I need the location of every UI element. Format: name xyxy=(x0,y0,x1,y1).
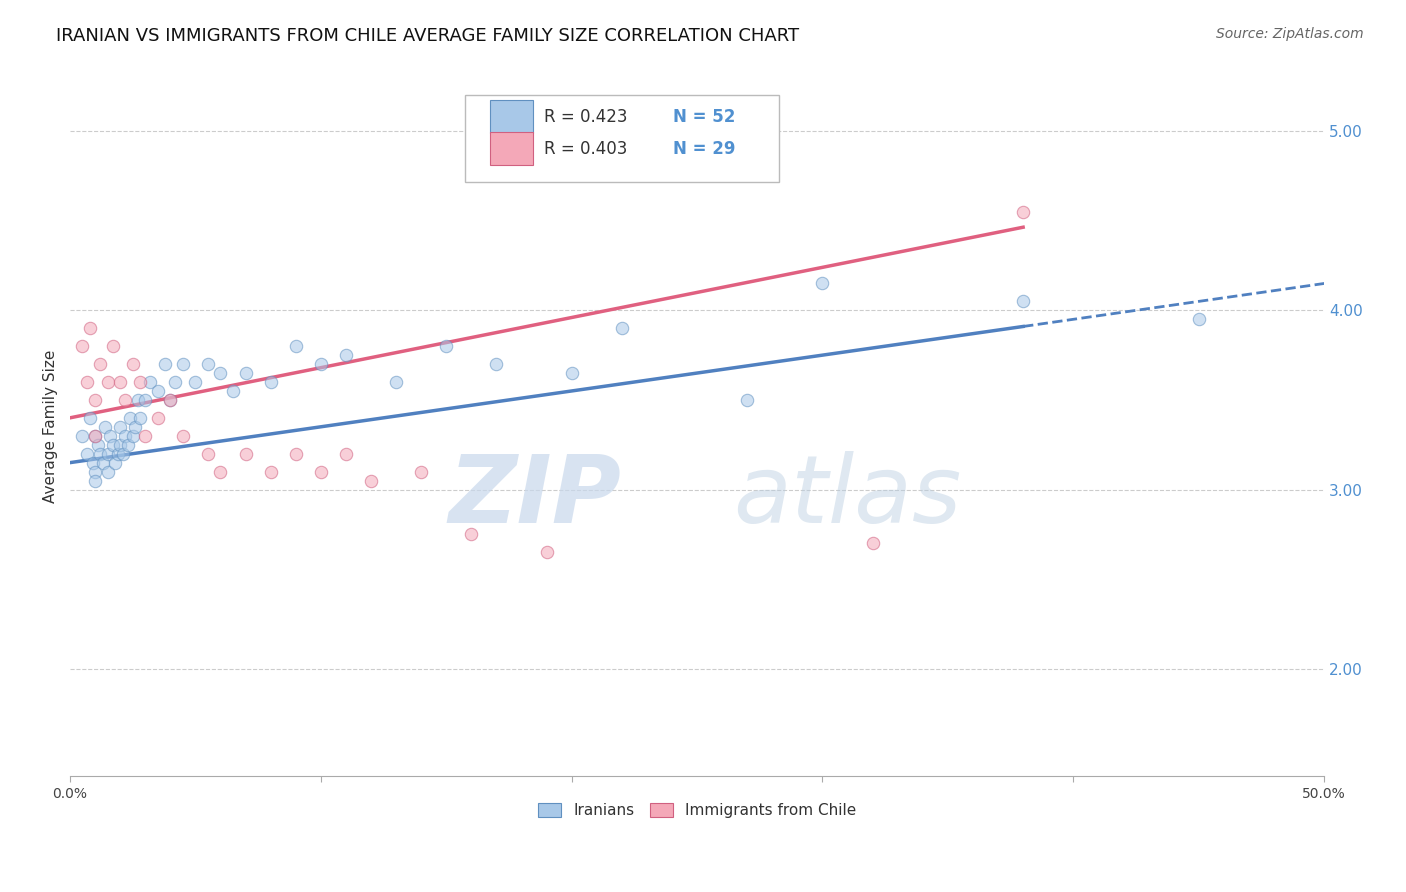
Point xyxy=(165,375,187,389)
Point xyxy=(114,429,136,443)
Point xyxy=(1012,294,1035,309)
Text: Source: ZipAtlas.com: Source: ZipAtlas.com xyxy=(1216,27,1364,41)
Point xyxy=(101,339,124,353)
Point xyxy=(108,375,131,389)
Point xyxy=(79,321,101,335)
Point xyxy=(86,438,108,452)
Point xyxy=(111,447,134,461)
Point xyxy=(96,375,118,389)
Point xyxy=(146,384,169,398)
Point xyxy=(159,392,181,407)
Point xyxy=(72,339,94,353)
Legend: Iranians, Immigrants from Chile: Iranians, Immigrants from Chile xyxy=(531,797,862,824)
Point xyxy=(259,465,281,479)
Point xyxy=(121,429,143,443)
Point xyxy=(91,456,114,470)
Point xyxy=(94,419,117,434)
Point xyxy=(104,456,127,470)
Point xyxy=(460,527,482,541)
Point xyxy=(385,375,408,389)
Text: N = 52: N = 52 xyxy=(673,108,735,126)
Point xyxy=(862,536,884,550)
Point xyxy=(209,366,232,380)
Point xyxy=(101,438,124,452)
Point xyxy=(76,447,98,461)
Point xyxy=(129,375,152,389)
Point xyxy=(235,447,257,461)
Point xyxy=(134,392,156,407)
Point xyxy=(84,392,107,407)
Point xyxy=(235,366,257,380)
Point xyxy=(259,375,281,389)
Point xyxy=(124,419,146,434)
Point xyxy=(434,339,457,353)
Point xyxy=(84,474,107,488)
Point xyxy=(96,465,118,479)
Point xyxy=(82,456,104,470)
Point xyxy=(146,410,169,425)
FancyBboxPatch shape xyxy=(491,132,533,166)
Point xyxy=(129,410,152,425)
Point xyxy=(197,447,219,461)
Point xyxy=(134,429,156,443)
Point xyxy=(72,429,94,443)
Point xyxy=(309,465,332,479)
Point xyxy=(127,392,149,407)
Point xyxy=(172,357,194,371)
Text: N = 29: N = 29 xyxy=(673,140,735,158)
Point xyxy=(114,392,136,407)
Point xyxy=(98,429,121,443)
Point xyxy=(209,465,232,479)
Point xyxy=(108,419,131,434)
Point xyxy=(184,375,207,389)
Point xyxy=(84,429,107,443)
FancyBboxPatch shape xyxy=(491,100,533,133)
Point xyxy=(284,339,307,353)
Point xyxy=(811,277,834,291)
Point xyxy=(309,357,332,371)
Point xyxy=(89,447,111,461)
Text: atlas: atlas xyxy=(734,451,962,542)
Text: ZIP: ZIP xyxy=(449,450,621,542)
Y-axis label: Average Family Size: Average Family Size xyxy=(44,351,58,503)
Point xyxy=(735,392,758,407)
Point xyxy=(172,429,194,443)
Point xyxy=(139,375,162,389)
Point xyxy=(561,366,583,380)
Point xyxy=(360,474,382,488)
Point xyxy=(1188,312,1211,326)
Point xyxy=(96,447,118,461)
Point xyxy=(84,465,107,479)
Text: IRANIAN VS IMMIGRANTS FROM CHILE AVERAGE FAMILY SIZE CORRELATION CHART: IRANIAN VS IMMIGRANTS FROM CHILE AVERAGE… xyxy=(56,27,800,45)
Point xyxy=(107,447,129,461)
Point xyxy=(120,410,142,425)
FancyBboxPatch shape xyxy=(465,95,779,182)
Text: R = 0.403: R = 0.403 xyxy=(544,140,627,158)
Point xyxy=(89,357,111,371)
Point xyxy=(610,321,633,335)
Point xyxy=(411,465,433,479)
Point xyxy=(222,384,245,398)
Point xyxy=(79,410,101,425)
Point xyxy=(84,429,107,443)
Point xyxy=(284,447,307,461)
Point xyxy=(155,357,177,371)
Point xyxy=(485,357,508,371)
Point xyxy=(159,392,181,407)
Point xyxy=(76,375,98,389)
Text: R = 0.423: R = 0.423 xyxy=(544,108,627,126)
Point xyxy=(1012,204,1035,219)
Point xyxy=(197,357,219,371)
Point xyxy=(108,438,131,452)
Point xyxy=(536,545,558,559)
Point xyxy=(335,447,357,461)
Point xyxy=(117,438,139,452)
Point xyxy=(121,357,143,371)
Point xyxy=(335,348,357,362)
